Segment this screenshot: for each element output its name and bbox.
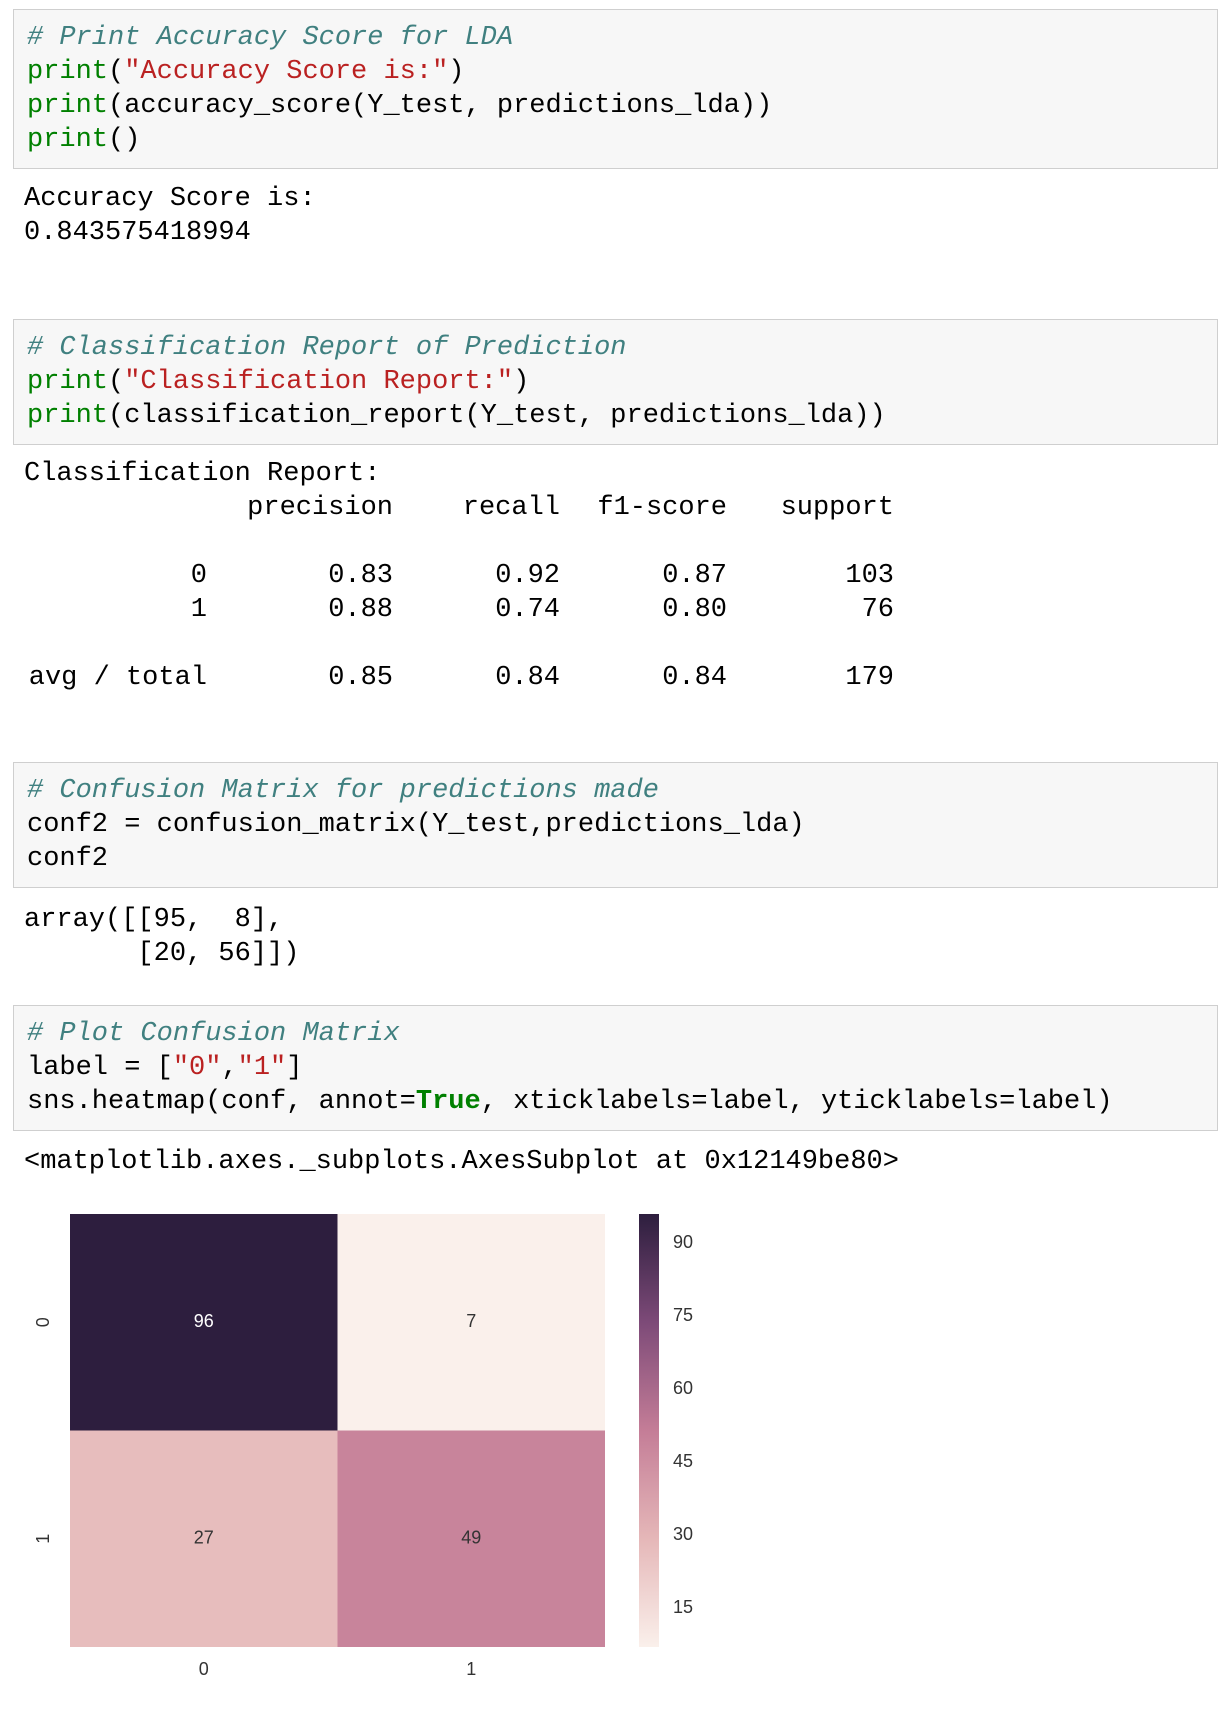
- code-line: # Plot Confusion Matrix: [27, 1017, 1217, 1051]
- code-token: # Confusion Matrix for predictions made: [27, 776, 659, 806]
- code-token: conf2: [27, 844, 109, 874]
- y-tick-label: 1: [33, 1534, 53, 1544]
- heatmap-cell: [70, 1430, 338, 1647]
- output-line: Accuracy Score is:: [24, 184, 316, 214]
- code-token: ): [448, 57, 465, 87]
- code-line: conf2: [27, 842, 1217, 876]
- code-line: # Confusion Matrix for predictions made: [27, 774, 1217, 808]
- code-output: Accuracy Score is: 0.843575418994: [24, 182, 316, 250]
- output-line: 0.843575418994: [24, 218, 251, 248]
- report-row-label: avg / total: [28, 663, 207, 693]
- heatmap-cell: [70, 1214, 338, 1431]
- code-token: (classification_report(Y_test, predictio…: [108, 401, 886, 431]
- code-token: ): [513, 367, 530, 397]
- x-tick-label: 0: [199, 1659, 209, 1679]
- report-column: recall: [462, 493, 560, 523]
- report-row-label: 1: [190, 595, 207, 625]
- cell-annotation: 7: [466, 1311, 476, 1331]
- colorbar-tick-label: 30: [673, 1524, 693, 1544]
- code-input: # Print Accuracy Score for LDA print("Acc…: [13, 9, 1218, 169]
- report-column: precision: [247, 493, 393, 523]
- code-line: print(classification_report(Y_test, pred…: [27, 399, 1217, 433]
- report-value: 76: [861, 595, 894, 625]
- output-line: <matplotlib.axes._subplots.AxesSubplot a…: [24, 1147, 899, 1177]
- code-token: "Accuracy Score is:": [124, 57, 449, 87]
- code-input: # Plot Confusion Matrix label = ["0","1"]…: [13, 1005, 1218, 1131]
- code-token: print: [27, 367, 109, 397]
- code-token: True: [415, 1087, 481, 1117]
- x-tick-label: 1: [466, 1659, 476, 1679]
- report-value: 0.92: [495, 561, 560, 591]
- code-token: # Plot Confusion Matrix: [27, 1019, 400, 1049]
- code-line: print(): [27, 123, 1217, 157]
- cell-annotation: 96: [194, 1311, 214, 1331]
- report-value: 0.83: [328, 561, 393, 591]
- report-value: 179: [845, 663, 894, 693]
- output-line: array([[95, 8],: [24, 905, 284, 935]
- code-input: # Classification Report of Prediction pri…: [13, 319, 1218, 445]
- heatmap-cell: [337, 1214, 605, 1431]
- report-title: Classification Report:: [24, 459, 381, 489]
- cell-annotation: 49: [461, 1528, 481, 1548]
- code-token: print: [27, 57, 109, 87]
- colorbar: [639, 1214, 659, 1647]
- code-token: # Print Accuracy Score for LDA: [27, 23, 514, 53]
- report-value: 103: [845, 561, 894, 591]
- heatmap-figure: 96 7 27 49 0 1 0 1 15 30 45 60 75 90: [33, 1214, 693, 1679]
- code-output: <matplotlib.axes._subplots.AxesSubplot a…: [24, 1145, 899, 1179]
- code-token: print: [27, 125, 109, 155]
- code-line: print(accuracy_score(Y_test, predictions…: [27, 89, 1217, 123]
- code-token: ,: [221, 1053, 238, 1083]
- code-output: array([[95, 8], [20, 56]]): [24, 903, 299, 971]
- code-token: (: [108, 57, 125, 87]
- code-token: print: [27, 91, 109, 121]
- colorbar-tick-label: 90: [673, 1232, 693, 1252]
- code-token: "0": [172, 1053, 222, 1083]
- code-line: print("Accuracy Score is:"): [27, 55, 1217, 89]
- code-token: sns.heatmap(conf, annot=: [27, 1087, 416, 1117]
- report-column: f1-score: [597, 493, 727, 523]
- code-token: conf2 = confusion_matrix(Y_test,predicti…: [27, 810, 805, 840]
- code-line: sns.heatmap(conf, annot=True, xticklabel…: [27, 1085, 1217, 1119]
- report-value: 0.84: [495, 663, 560, 693]
- code-token: print: [27, 401, 109, 431]
- code-line: # Classification Report of Prediction: [27, 331, 1217, 365]
- code-token: "1": [237, 1053, 287, 1083]
- code-token: "Classification Report:": [124, 367, 514, 397]
- code-line: label = ["0","1"]: [27, 1051, 1217, 1085]
- code-input: # Confusion Matrix for predictions made c…: [13, 762, 1218, 888]
- cell-annotation: 27: [194, 1528, 214, 1548]
- colorbar-tick-label: 15: [673, 1597, 693, 1617]
- code-token: (): [108, 125, 141, 155]
- report-value: 0.74: [495, 595, 560, 625]
- colorbar-tick-label: 45: [673, 1451, 693, 1471]
- code-token: , xticklabels=label, yticklabels=label): [480, 1087, 1113, 1117]
- colorbar-tick-label: 75: [673, 1305, 693, 1325]
- colorbar-tick-label: 60: [673, 1378, 693, 1398]
- output-line: [20, 56]]): [24, 939, 300, 969]
- report-row-label: 0: [190, 561, 207, 591]
- code-token: # Classification Report of Prediction: [27, 333, 627, 363]
- code-line: conf2 = confusion_matrix(Y_test,predicti…: [27, 808, 1217, 842]
- code-token: ]: [286, 1053, 303, 1083]
- code-token: (accuracy_score(Y_test, predictions_lda)…: [108, 91, 773, 121]
- report-value: 0.87: [662, 561, 727, 591]
- report-value: 0.80: [662, 595, 727, 625]
- report-value: 0.85: [328, 663, 393, 693]
- heatmap-cell: [337, 1430, 605, 1647]
- code-line: print("Classification Report:"): [27, 365, 1217, 399]
- code-token: (: [108, 367, 125, 397]
- report-value: 0.88: [328, 595, 393, 625]
- report-column: support: [780, 493, 894, 523]
- code-line: # Print Accuracy Score for LDA: [27, 21, 1217, 55]
- report-value: 0.84: [662, 663, 727, 693]
- y-tick-label: 0: [33, 1317, 53, 1327]
- code-token: label = [: [27, 1053, 173, 1083]
